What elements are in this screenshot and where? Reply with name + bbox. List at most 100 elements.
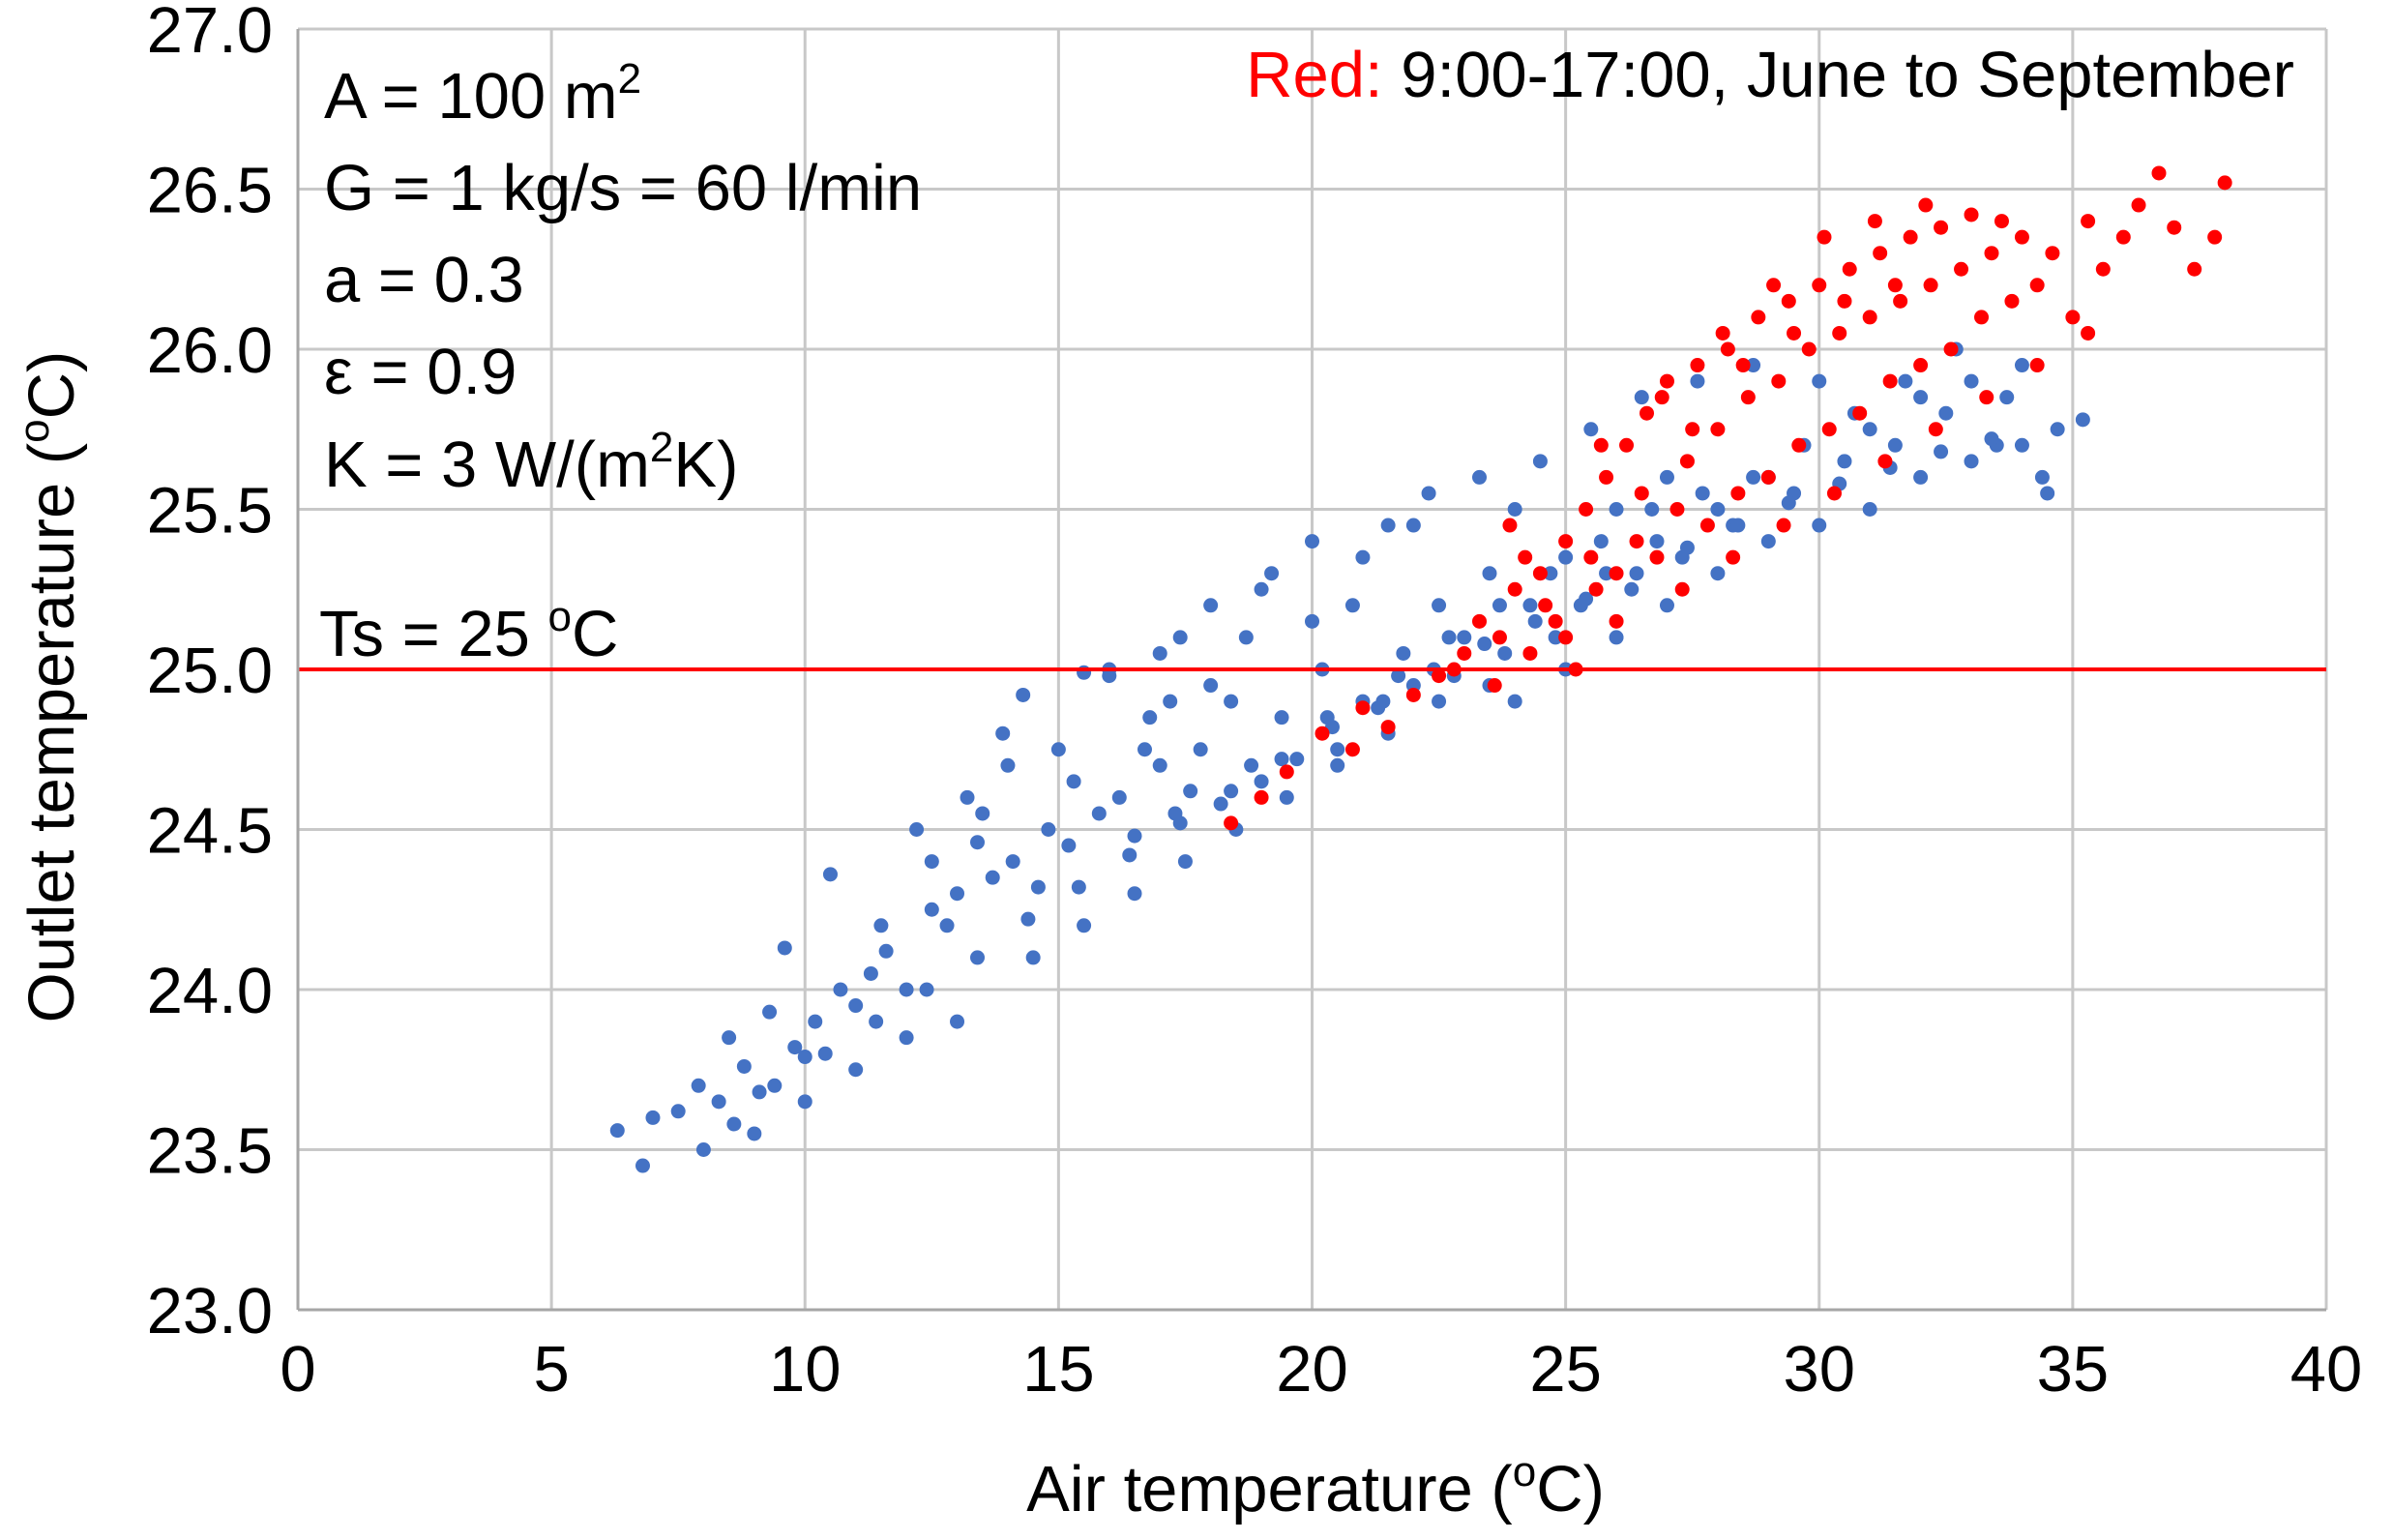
data-point — [695, 1142, 711, 1157]
x-axis-title-sup: o — [1513, 1448, 1536, 1496]
data-point — [848, 1062, 864, 1078]
x-tick-label: 5 — [533, 1333, 569, 1406]
data-point — [2167, 220, 2182, 235]
data-point — [1852, 405, 1868, 421]
x-tick-label: 15 — [1022, 1333, 1095, 1406]
data-point — [969, 950, 985, 965]
data-point — [1629, 534, 1644, 549]
data-point — [1659, 469, 1674, 485]
data-point — [2014, 358, 2029, 373]
data-point — [2014, 437, 2029, 453]
data-point — [878, 943, 894, 959]
data-point — [1649, 534, 1665, 549]
data-point — [1934, 220, 1949, 235]
data-point — [833, 982, 848, 997]
y-tick-label: 23.5 — [147, 1115, 273, 1188]
data-point — [1740, 390, 1756, 405]
data-point — [1558, 534, 1574, 549]
reference-line-label: Ts = 25 oC — [319, 593, 618, 670]
data-point — [1640, 405, 1655, 421]
data-point — [1152, 645, 1167, 661]
data-point — [2004, 293, 2020, 309]
data-point — [975, 806, 990, 821]
data-point — [1629, 566, 1644, 581]
data-point — [1974, 310, 1990, 325]
data-point — [1274, 710, 1289, 726]
data-point — [1887, 437, 1903, 453]
data-point — [1781, 293, 1796, 309]
data-point — [1111, 789, 1127, 805]
data-point — [1619, 437, 1635, 453]
data-point — [1599, 469, 1614, 485]
data-point — [1674, 581, 1690, 597]
data-point — [939, 918, 955, 933]
data-point — [1522, 598, 1538, 613]
data-point — [919, 982, 934, 997]
series-all-hours — [609, 341, 2090, 1173]
data-point — [2115, 229, 2131, 245]
y-tick-label: 24.0 — [147, 955, 273, 1027]
parameter-annotations: A = 100 m2 G = 1 kg/s = 60 l/min a = 0.3… — [324, 55, 922, 501]
data-point — [1183, 784, 1198, 799]
data-point — [2050, 422, 2065, 437]
data-point — [1954, 261, 1969, 277]
data-point — [1781, 495, 1796, 511]
data-point — [1695, 486, 1710, 501]
data-point — [1776, 518, 1791, 533]
data-point — [1579, 591, 1594, 607]
data-point — [726, 1116, 742, 1132]
data-point — [1842, 261, 1857, 277]
data-point — [1634, 390, 1649, 405]
data-point — [670, 1104, 686, 1119]
data-point — [1634, 486, 1649, 501]
x-tick-label: 30 — [1783, 1333, 1855, 1406]
data-point — [1898, 373, 1913, 389]
data-point — [1979, 390, 1994, 405]
y-axis-title-main: Outlet temperature ( — [15, 443, 88, 1023]
data-point — [950, 886, 965, 902]
data-point — [1224, 694, 1239, 709]
y-tick-label: 26.0 — [147, 314, 273, 387]
data-point — [1264, 566, 1280, 581]
data-point — [1787, 325, 1802, 341]
data-point — [1943, 341, 1959, 357]
x-tick-label: 35 — [2037, 1333, 2110, 1406]
data-point — [1751, 310, 1766, 325]
data-point — [1066, 774, 1081, 789]
data-point — [1903, 229, 1918, 245]
data-point — [1203, 678, 1219, 694]
data-point — [2075, 412, 2090, 428]
data-point — [1391, 668, 1406, 684]
x-axis-title: Air temperature (oC) — [1026, 1448, 1605, 1525]
data-point — [960, 789, 975, 805]
data-point — [1877, 454, 1893, 469]
data-point — [1020, 911, 1036, 927]
data-point — [1882, 373, 1898, 389]
data-point — [1867, 214, 1882, 229]
y-tick-label: 26.5 — [147, 155, 273, 227]
data-point — [1472, 613, 1488, 629]
data-point — [1507, 502, 1522, 517]
param-area: A = 100 m2 — [324, 55, 641, 133]
data-point — [1289, 752, 1305, 767]
data-point — [1913, 358, 1929, 373]
data-point — [1279, 789, 1294, 805]
data-point — [1862, 502, 1877, 517]
data-point — [1710, 502, 1726, 517]
data-point — [2095, 261, 2111, 277]
data-point — [1918, 197, 1934, 213]
data-point — [1999, 390, 2015, 405]
data-point — [1862, 310, 1877, 325]
data-point — [1274, 752, 1289, 767]
x-axis-title-tail: C) — [1536, 1453, 1605, 1525]
data-point — [1375, 694, 1391, 709]
data-point — [924, 902, 939, 917]
data-point — [2207, 229, 2223, 245]
y-axis-title-tail: C) — [15, 351, 88, 420]
data-point — [1826, 486, 1842, 501]
data-point — [817, 1046, 833, 1061]
data-point — [1837, 293, 1852, 309]
data-point — [1041, 822, 1056, 837]
data-point — [1710, 422, 1726, 437]
